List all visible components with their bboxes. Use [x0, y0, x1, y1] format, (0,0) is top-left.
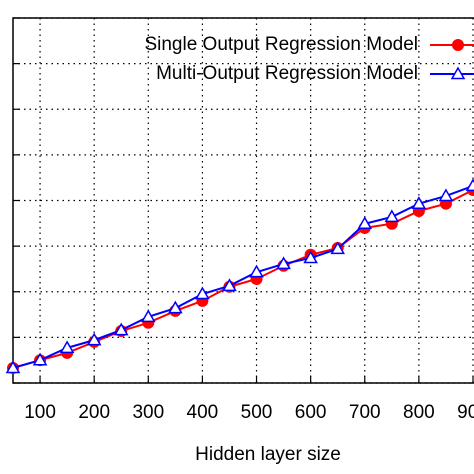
legend-marker [450, 66, 466, 80]
data-point [195, 286, 210, 300]
data-point [59, 340, 75, 354]
plot-frame [12, 17, 474, 384]
x-axis-label: Hidden layer size [195, 444, 341, 465]
data-point [222, 278, 237, 292]
data-point [330, 241, 345, 255]
x-tick-label: 100 [24, 402, 56, 423]
data-point [168, 300, 183, 314]
legend-marker [452, 39, 464, 51]
x-tick-label: 400 [187, 402, 219, 423]
data-point [384, 209, 400, 223]
legend-label: Multi-Output Regression Model [156, 63, 418, 84]
x-tick-label: 900 [457, 402, 474, 423]
data-point [86, 332, 102, 346]
legend-label: Single Output Regression Model [144, 34, 418, 55]
series-line [12, 184, 474, 369]
data-point [141, 309, 156, 323]
data-point [32, 352, 48, 366]
x-tick-label: 700 [349, 402, 381, 423]
data-point [5, 360, 21, 374]
x-tick-label: 600 [295, 402, 327, 423]
x-tick-label: 500 [241, 402, 273, 423]
x-tick-label: 800 [403, 402, 435, 423]
data-point [465, 178, 474, 192]
data-point [113, 322, 129, 336]
data-point [303, 250, 318, 264]
data-point [411, 196, 427, 209]
data-point [276, 256, 291, 270]
data-point [249, 264, 264, 278]
x-tick-label: 300 [132, 402, 164, 423]
data-point [438, 188, 454, 202]
x-tick-label: 200 [78, 402, 110, 423]
data-point [357, 216, 373, 230]
